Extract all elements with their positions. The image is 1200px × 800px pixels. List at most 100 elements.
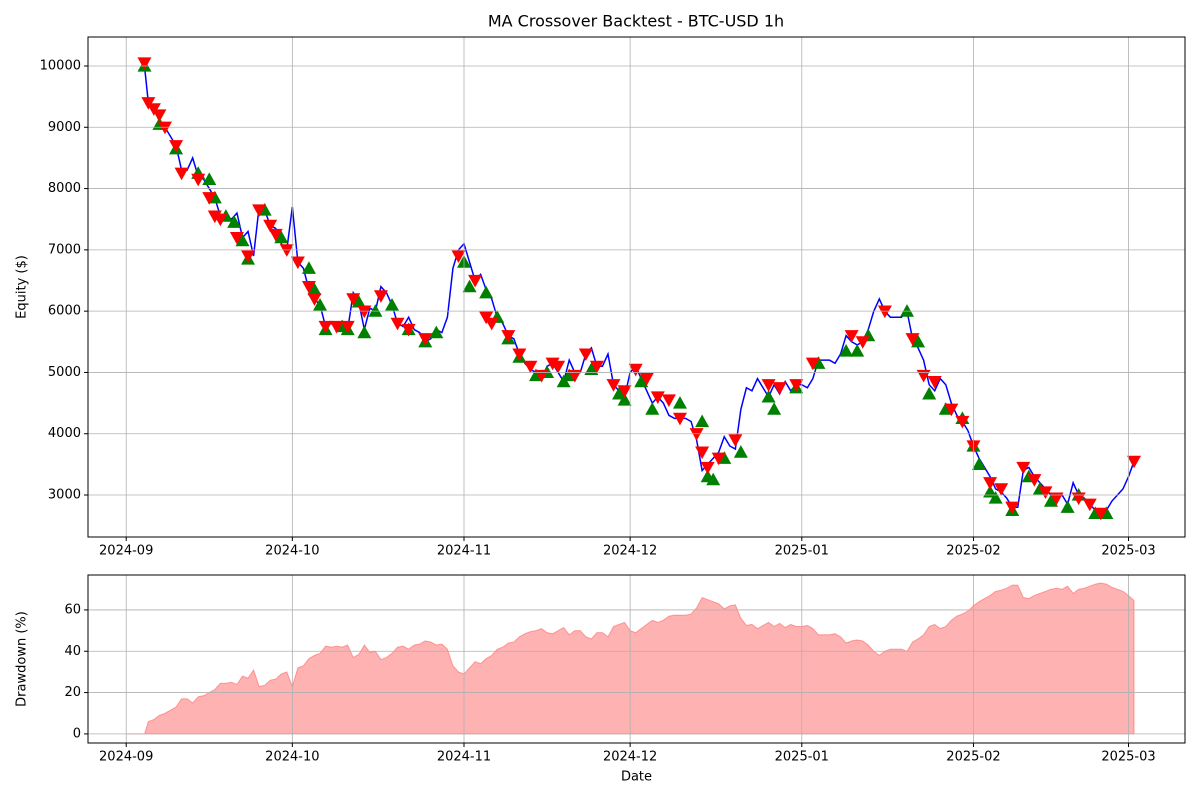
- sell-marker: [1093, 507, 1108, 521]
- buy-marker: [672, 396, 687, 409]
- sell-marker: [401, 323, 416, 337]
- y-tick-label: 10000: [40, 58, 81, 73]
- sell-marker: [307, 293, 322, 306]
- sell-marker: [318, 320, 333, 334]
- sell-marker: [202, 192, 217, 205]
- buy-marker: [839, 343, 854, 357]
- buy-marker: [227, 215, 242, 228]
- sell-marker: [639, 372, 654, 386]
- y-axis-label: Equity ($): [15, 255, 30, 319]
- x-tick-label: 2024-09: [99, 750, 153, 765]
- sell-marker: [606, 379, 621, 392]
- sell-marker: [152, 109, 167, 123]
- buy-marker: [922, 386, 937, 400]
- sell-marker: [589, 360, 604, 374]
- sell-marker: [711, 452, 726, 466]
- sell-marker: [789, 379, 804, 392]
- sell-marker: [174, 167, 189, 181]
- y-tick-label: 0: [73, 726, 81, 741]
- sell-marker: [290, 256, 305, 270]
- x-tick-label: 2025-03: [1101, 750, 1155, 765]
- sell-marker: [484, 317, 499, 331]
- sell-marker: [695, 446, 710, 460]
- sell-marker: [252, 204, 267, 218]
- sell-marker: [451, 250, 466, 263]
- sell-marker: [855, 336, 870, 349]
- buy-marker: [900, 304, 915, 317]
- y-tick-label: 5000: [48, 365, 81, 380]
- buy-marker: [235, 233, 250, 247]
- buy-marker: [274, 230, 289, 244]
- buy-marker: [706, 472, 721, 486]
- equity-line: [143, 65, 1135, 515]
- buy-marker: [357, 325, 372, 339]
- sell-marker: [468, 274, 483, 288]
- sell-marker: [844, 330, 859, 343]
- buy-marker: [462, 279, 477, 293]
- sell-marker: [877, 305, 892, 319]
- buy-marker: [301, 261, 316, 274]
- sell-marker: [390, 317, 405, 331]
- chart-title: MA Crossover Backtest - BTC-USD 1h: [488, 12, 784, 31]
- sell-marker: [916, 369, 931, 383]
- x-tick-label: 2025-03: [1101, 544, 1155, 559]
- sell-marker: [501, 330, 516, 343]
- sell-marker: [578, 348, 593, 362]
- x-tick-label: 2024-09: [99, 544, 153, 559]
- y-tick-label: 8000: [48, 181, 81, 196]
- sell-marker: [1016, 461, 1031, 475]
- sell-marker: [169, 140, 184, 153]
- sell-marker: [944, 403, 959, 417]
- buy-marker: [634, 374, 649, 388]
- sell-marker: [567, 369, 582, 383]
- buy-marker: [385, 298, 400, 311]
- sell-marker: [137, 57, 152, 70]
- sell-marker: [191, 173, 206, 187]
- buy-marker: [351, 294, 366, 308]
- buy-marker: [695, 414, 710, 428]
- buy-marker: [645, 402, 660, 415]
- buy-marker: [767, 402, 782, 415]
- x-tick-label: 2024-10: [265, 750, 319, 765]
- x-tick-label: 2024-11: [437, 544, 491, 559]
- sell-marker: [1038, 486, 1053, 499]
- x-tick-label: 2025-02: [946, 750, 1000, 765]
- buy-marker: [617, 393, 632, 406]
- sell-marker: [523, 360, 538, 374]
- sell-marker: [213, 213, 228, 227]
- buy-marker: [1043, 494, 1058, 507]
- sell-marker: [263, 219, 278, 233]
- y-axis-label: Drawdown (%): [15, 611, 30, 707]
- buy-marker: [733, 445, 748, 458]
- sell-marker: [329, 320, 344, 334]
- sell-marker: [512, 348, 527, 362]
- sell-marker: [534, 369, 549, 383]
- sell-marker: [357, 305, 372, 319]
- x-tick-label: 2024-10: [265, 544, 319, 559]
- sell-marker: [268, 228, 283, 242]
- buy-marker: [972, 457, 987, 470]
- sell-marker: [1049, 492, 1064, 506]
- sell-marker: [617, 385, 632, 398]
- sell-marker: [1027, 474, 1042, 487]
- y-tick-label: 20: [64, 685, 81, 700]
- sell-marker: [418, 333, 433, 346]
- sell-marker: [983, 477, 998, 490]
- sell-marker: [279, 244, 294, 257]
- sell-marker: [700, 461, 715, 475]
- buy-marker: [202, 172, 217, 185]
- buy-marker: [983, 484, 998, 498]
- sell-marker: [761, 379, 776, 392]
- sell-marker: [672, 412, 687, 426]
- x-tick-label: 2025-01: [775, 544, 829, 559]
- sell-marker: [905, 333, 920, 346]
- sell-marker: [340, 320, 355, 334]
- sell-marker: [1127, 455, 1142, 469]
- buy-marker: [313, 298, 328, 311]
- x-tick-label: 2024-12: [603, 544, 657, 559]
- buy-marker: [612, 386, 627, 400]
- sell-marker: [1082, 498, 1097, 512]
- x-tick-label: 2024-11: [437, 750, 491, 765]
